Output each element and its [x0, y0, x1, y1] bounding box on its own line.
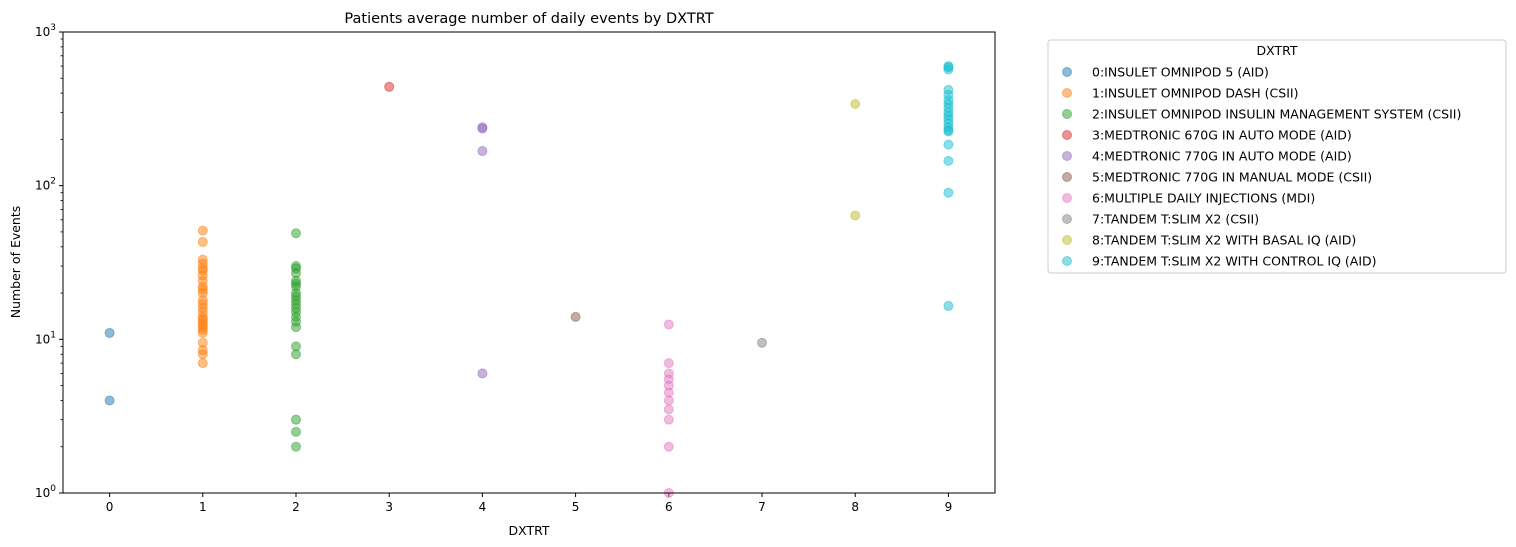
data-point — [291, 228, 301, 239]
data-point — [291, 349, 301, 360]
data-point — [570, 311, 581, 322]
data-point — [477, 146, 488, 157]
data-point — [197, 225, 208, 236]
data-point — [943, 300, 954, 311]
data-point — [197, 327, 208, 338]
legend-marker — [1062, 214, 1072, 224]
x-tick-label: 8 — [851, 500, 859, 514]
x-tick-label: 3 — [385, 500, 393, 514]
legend: DXTRT 0:INSULET OMNIPOD 5 (AID) 1:INSULET… — [1047, 39, 1507, 274]
legend-label: 3:MEDTRONIC 670G IN AUTO MODE (AID) — [1092, 128, 1352, 143]
data-point — [850, 210, 861, 221]
legend-marker — [1062, 88, 1072, 98]
legend-label: 5:MEDTRONIC 770G IN MANUAL MODE (CSII) — [1092, 170, 1372, 185]
legend-label: 8:TANDEM T:SLIM X2 WITH BASAL IQ (AID) — [1092, 233, 1356, 248]
chart-title: Patients average number of daily events … — [344, 11, 713, 27]
data-point — [943, 64, 954, 75]
y-tick-label: 100 — [35, 484, 56, 500]
legend-label: 9:TANDEM T:SLIM X2 WITH CONTROL IQ (AID) — [1092, 254, 1377, 269]
data-point — [197, 236, 208, 247]
legend-label: 2:INSULET OMNIPOD INSULIN MANAGEMENT SYS… — [1092, 107, 1461, 122]
data-point — [663, 319, 674, 330]
legend-marker — [1062, 235, 1072, 245]
legend-marker — [1062, 193, 1072, 203]
data-point — [291, 441, 301, 452]
data-point — [291, 414, 301, 425]
legend-marker — [1062, 130, 1072, 140]
data-point — [850, 98, 861, 109]
data-point — [477, 368, 488, 379]
x-tick-label: 6 — [665, 500, 673, 514]
x-axis-label: DXTRT — [508, 523, 549, 538]
data-point — [104, 395, 115, 406]
y-tick-label: 102 — [35, 177, 56, 193]
legend-marker — [1062, 256, 1072, 266]
data-point — [757, 337, 767, 348]
legend-label: 7:TANDEM T:SLIM X2 (CSII) — [1092, 212, 1259, 227]
legend-marker — [1062, 67, 1072, 77]
y-tick-label: 101 — [35, 330, 56, 346]
data-point — [943, 187, 954, 198]
data-points — [104, 61, 954, 498]
legend-label: 1:INSULET OMNIPOD DASH (CSII) — [1092, 86, 1298, 101]
data-point — [943, 139, 954, 150]
data-point — [197, 358, 208, 369]
legend-title: DXTRT — [1256, 43, 1297, 58]
legend-marker — [1062, 151, 1072, 161]
data-point — [663, 414, 674, 425]
data-point — [104, 327, 115, 338]
plot-frame — [62, 31, 996, 494]
x-tick-label: 2 — [292, 500, 300, 514]
data-point — [291, 426, 301, 437]
data-point — [384, 81, 395, 92]
x-tick-label: 4 — [479, 500, 487, 514]
legend-marker — [1062, 172, 1072, 182]
data-point — [943, 155, 954, 166]
legend-items: 0:INSULET OMNIPOD 5 (AID) 1:INSULET OMNIP… — [1062, 65, 1461, 269]
data-point — [291, 322, 301, 333]
legend-label: 4:MEDTRONIC 770G IN AUTO MODE (AID) — [1092, 149, 1352, 164]
x-tick-label: 1 — [199, 500, 207, 514]
x-tick-label: 0 — [106, 500, 114, 514]
legend-frame — [1047, 39, 1507, 274]
data-point — [943, 126, 954, 137]
x-tick-label: 7 — [758, 500, 766, 514]
x-tick-label: 5 — [572, 500, 580, 514]
data-point — [197, 349, 208, 360]
axes: 0 1 2 3 4 5 6 7 8 9 100 101 102 103 — [35, 23, 952, 514]
legend-label: 6:MULTIPLE DAILY INJECTIONS (MDI) — [1092, 191, 1315, 206]
legend-label: 0:INSULET OMNIPOD 5 (AID) — [1092, 65, 1269, 80]
legend-marker — [1062, 109, 1072, 119]
x-tick-label: 9 — [945, 500, 953, 514]
data-point — [477, 123, 488, 134]
data-point — [663, 404, 674, 415]
y-axis-label: Number of Events — [8, 206, 23, 319]
y-tick-label: 103 — [35, 23, 56, 39]
data-point — [663, 441, 674, 452]
data-point — [663, 395, 674, 406]
data-point — [663, 358, 674, 369]
